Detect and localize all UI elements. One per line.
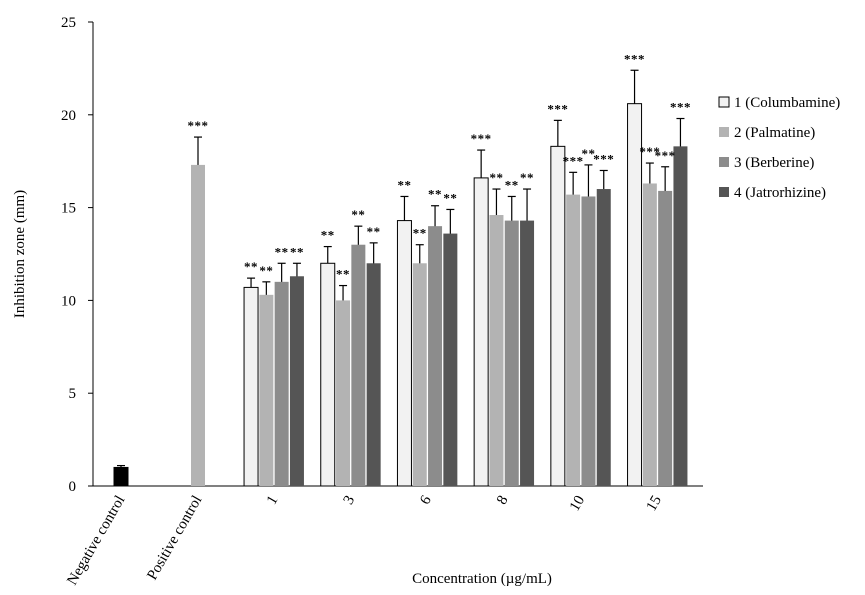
bar-series-1 (243, 286, 259, 487)
x-tick-label: 10 (567, 493, 588, 514)
significance-label: ** (505, 177, 519, 192)
significance-label: ** (259, 263, 273, 278)
bar-series-2 (566, 194, 581, 486)
bar-series-2 (642, 183, 657, 487)
legend: 1 (Columbamine) 2 (Palmatine) 3 (Berberine… (718, 95, 840, 201)
bar-series-3 (581, 196, 596, 487)
significance-label: ** (397, 177, 411, 192)
bar-positive-control (191, 164, 205, 487)
y-tick-label: 25 (61, 15, 76, 31)
x-axis-title: Concentration (µg/mL) (412, 571, 552, 587)
significance-labels: ***** **** **************** ******* ** ******… (188, 51, 691, 281)
y-tick-label: 20 (61, 108, 76, 124)
significance-label: ** (336, 267, 350, 282)
legend-label: 2 (Palmatine) (734, 125, 815, 141)
y-ticks: 0 5 10 15 20 25 (61, 15, 93, 495)
y-axis-title: Inhibition zone (mm) (12, 190, 28, 318)
legend-label: 1 (Columbamine) (734, 95, 840, 111)
significance-label: *** (670, 100, 691, 115)
significance-label: ** (367, 224, 381, 239)
significance-label: ** (275, 244, 289, 259)
significance-label: ** (290, 244, 304, 259)
significance-label: ** (413, 226, 427, 241)
significance-label: ** (520, 170, 534, 185)
significance-label: *** (655, 148, 676, 163)
bars (113, 103, 688, 487)
bar-series-4 (443, 233, 458, 486)
significance-label: *** (471, 131, 492, 146)
legend-swatch (719, 187, 729, 197)
bar-series-2 (259, 294, 274, 486)
x-tick-label: 3 (341, 493, 359, 507)
x-tick-label: 6 (417, 493, 435, 508)
significance-label: *** (563, 153, 584, 168)
significance-label: ** (489, 170, 503, 185)
bar-series-4 (289, 276, 304, 486)
bar-series-1 (473, 177, 489, 487)
significance-label: *** (639, 144, 660, 159)
legend-label: 4 (Jatrorhizine) (734, 185, 826, 201)
legend-swatch (718, 96, 730, 108)
bar-series-2 (336, 300, 351, 486)
x-tick-labels: Negative control Positive control 1 3 6 8 10 15 (64, 493, 665, 588)
significance-label: *** (547, 101, 568, 116)
bar-series-4 (673, 146, 688, 487)
bar-series-2 (412, 263, 427, 486)
significance-label: ** (244, 259, 258, 274)
bar-series-3 (274, 281, 289, 486)
legend-swatch (719, 127, 729, 137)
significance-label: *** (593, 151, 614, 166)
bar-series-4 (596, 189, 611, 487)
bar-series-4 (520, 220, 535, 487)
y-tick-label: 15 (61, 201, 76, 217)
x-tick-label: 1 (264, 493, 282, 507)
x-tick-label: 8 (494, 493, 512, 507)
bar-series-3 (428, 226, 443, 486)
bar-series-1 (320, 262, 336, 487)
bar-series-3 (658, 190, 673, 486)
significance-label: *** (188, 118, 209, 133)
bar-series-3 (504, 220, 519, 487)
bar-series-1 (550, 145, 566, 487)
x-tick-label: Negative control (64, 493, 128, 588)
significance-label: ** (428, 187, 442, 202)
y-tick-label: 5 (69, 386, 77, 402)
significance-label: ** (351, 207, 365, 222)
bar-series-2 (489, 215, 504, 487)
bar-series-1 (396, 220, 412, 487)
y-tick-label: 10 (61, 293, 76, 309)
bar-negative-control (113, 466, 129, 487)
legend-swatch (719, 157, 729, 167)
significance-label: ** (581, 146, 595, 161)
x-tick-label: 15 (644, 493, 665, 514)
legend-label: 3 (Berberine) (734, 155, 814, 171)
bar-series-3 (351, 244, 366, 486)
significance-label: ** (443, 190, 457, 205)
x-tick-label: Positive control (144, 493, 205, 583)
bar-series-4 (366, 263, 381, 486)
significance-label: *** (624, 51, 645, 66)
y-tick-label: 0 (69, 479, 77, 495)
bar-series-1 (627, 103, 643, 487)
significance-label: ** (321, 228, 335, 243)
